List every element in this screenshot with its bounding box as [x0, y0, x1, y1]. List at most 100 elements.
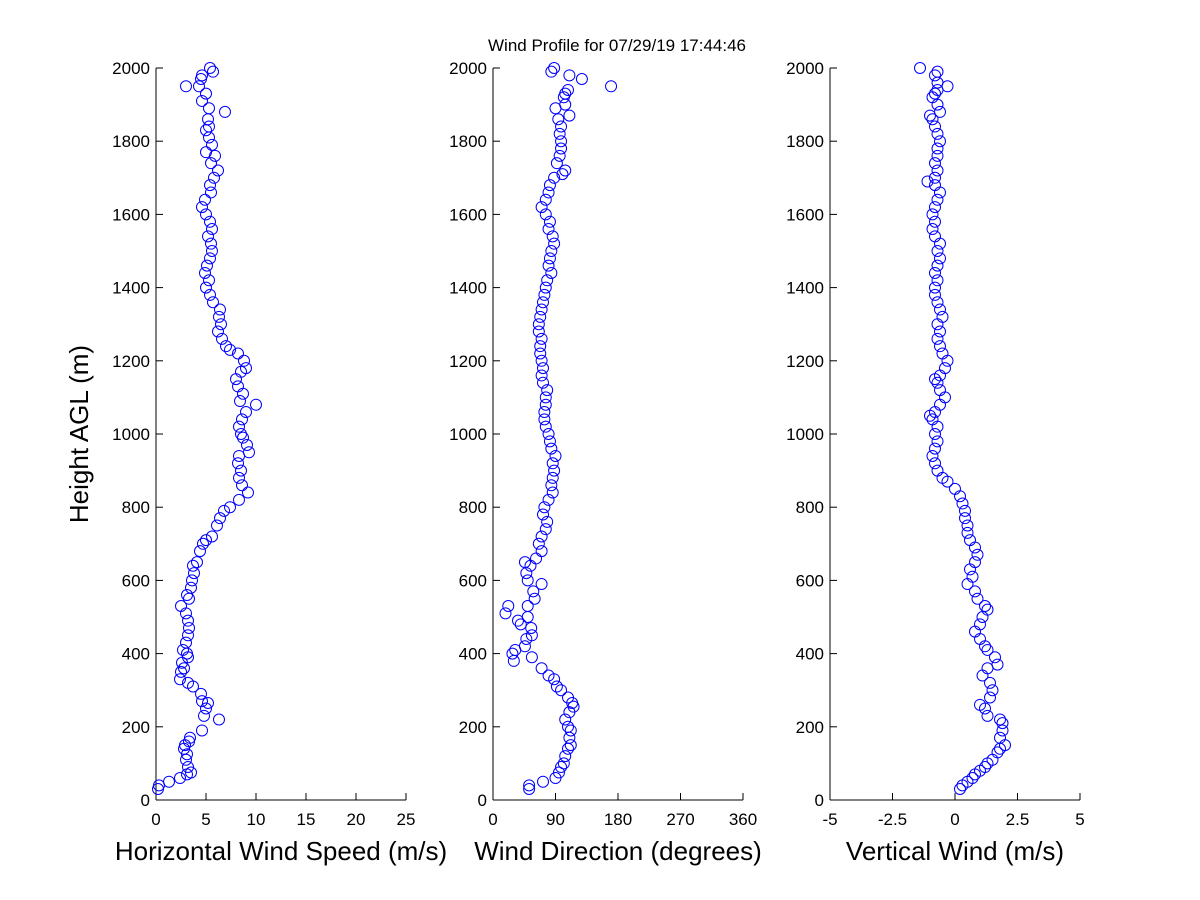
x-tick-label: 10: [247, 810, 266, 829]
x-tick-label: 0: [950, 810, 959, 829]
data-point: [518, 640, 531, 653]
data-point: [224, 343, 236, 356]
data-point: [541, 274, 554, 287]
data-point: [552, 766, 565, 779]
figure-title: Wind Profile for 07/29/19 17:44:46: [488, 36, 746, 55]
x-tick-label: 270: [666, 810, 694, 829]
data-point: [502, 600, 515, 613]
y-tick-label: 1800: [112, 132, 150, 151]
data-point: [564, 739, 577, 752]
data-point: [213, 310, 225, 323]
data-point: [931, 332, 944, 345]
data-point: [929, 120, 941, 133]
data-point: [537, 362, 549, 375]
data-point: [563, 109, 576, 122]
data-point: [543, 252, 556, 265]
data-point: [545, 65, 558, 78]
data-point: [523, 779, 536, 792]
y-tick-label: 1200: [449, 352, 487, 371]
data-point: [994, 713, 1006, 726]
data-point: [961, 526, 974, 539]
data-points: [499, 62, 618, 796]
data-point: [966, 772, 979, 785]
data-point: [178, 662, 190, 675]
data-point: [996, 724, 1009, 737]
data-point: [197, 537, 209, 550]
y-tick-label: 800: [796, 498, 824, 517]
y-tick-label: 200: [796, 718, 824, 737]
data-point: [202, 230, 214, 243]
data-point: [564, 724, 577, 737]
data-point: [543, 215, 556, 228]
data-point: [545, 245, 558, 257]
y-tick-label: 0: [478, 791, 487, 810]
data-point: [506, 647, 519, 660]
data-point: [555, 142, 568, 155]
data-point: [974, 618, 986, 631]
data-point: [961, 519, 974, 532]
data-point: [555, 120, 568, 133]
y-tick-label: 2000: [786, 59, 824, 78]
data-point: [971, 548, 984, 561]
data-point: [969, 556, 981, 569]
data-point: [981, 709, 994, 722]
data-point: [931, 435, 944, 448]
data-point: [914, 62, 926, 74]
data-point: [921, 175, 934, 188]
data-point: [979, 600, 991, 613]
y-tick-label: 600: [796, 571, 824, 590]
data-point: [216, 332, 228, 345]
data-point: [218, 504, 230, 517]
data-point: [936, 347, 949, 360]
data-point: [196, 201, 208, 214]
data-point: [538, 413, 551, 426]
data-point: [939, 362, 951, 375]
data-point: [989, 651, 1001, 664]
x-tick-label: 360: [729, 810, 757, 829]
data-point: [539, 391, 552, 404]
data-point: [532, 325, 545, 338]
data-point: [929, 201, 941, 214]
y-tick-label: 1200: [112, 352, 150, 371]
data-point: [562, 720, 574, 733]
data-point: [538, 288, 551, 301]
data-point: [984, 676, 996, 689]
data-point: [546, 230, 559, 243]
data-point: [979, 761, 991, 774]
data-point: [934, 384, 946, 397]
data-point: [539, 281, 552, 294]
data-point: [521, 574, 534, 587]
data-point: [212, 325, 224, 338]
data-point: [556, 168, 569, 181]
data-point: [549, 449, 562, 462]
data-point: [199, 266, 211, 279]
data-point: [200, 281, 212, 294]
data-point: [542, 259, 555, 272]
y-tick-label: 2000: [112, 59, 150, 78]
data-point: [242, 486, 254, 499]
data-point: [243, 446, 255, 459]
y-tick-label: 2000: [449, 59, 487, 78]
data-point: [232, 380, 244, 393]
data-point: [204, 215, 216, 228]
data-point: [929, 171, 941, 184]
data-point: [220, 340, 232, 353]
x-tick-label: 0: [488, 810, 497, 829]
data-point: [559, 164, 572, 177]
data-point: [535, 369, 548, 382]
data-point: [926, 113, 939, 126]
data-point: [546, 471, 559, 484]
data-point: [936, 310, 949, 323]
data-point: [575, 72, 588, 85]
data-point: [241, 438, 253, 451]
data-point: [238, 354, 250, 367]
data-point: [934, 105, 946, 118]
data-point: [202, 697, 214, 710]
x-axis-title: Wind Direction (degrees): [474, 836, 762, 866]
data-point: [185, 581, 197, 594]
data-point: [931, 259, 944, 272]
data-point: [203, 102, 215, 115]
data-point: [532, 318, 545, 331]
data-point: [528, 592, 541, 605]
